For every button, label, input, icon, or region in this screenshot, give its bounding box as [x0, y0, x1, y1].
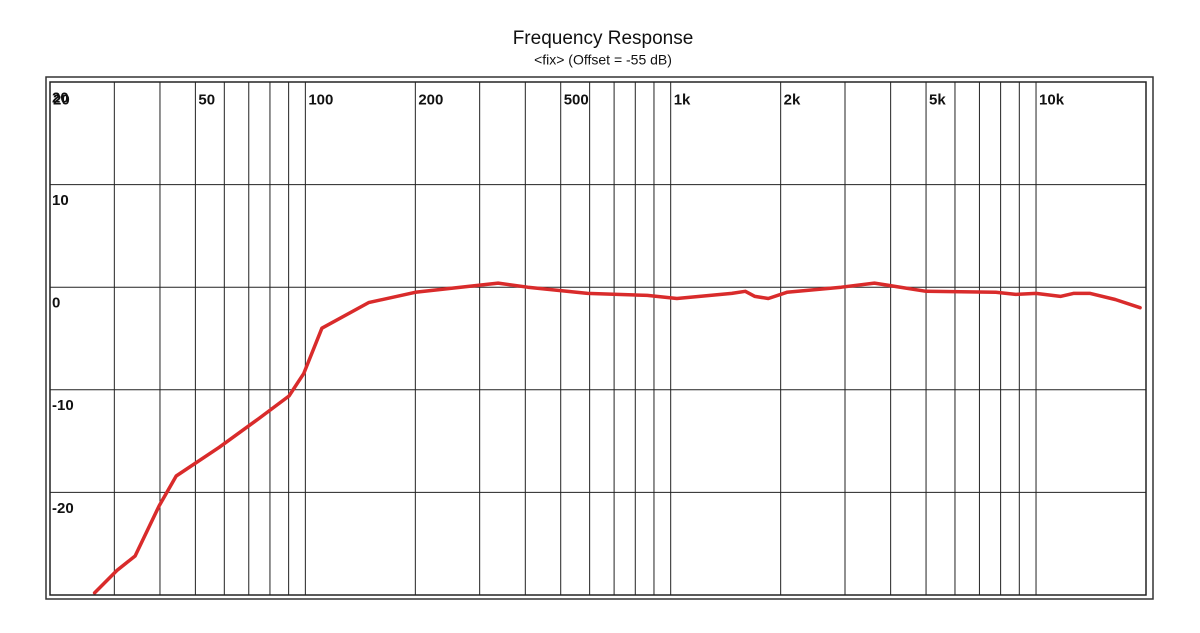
y-tick-label: -20 — [52, 500, 74, 517]
x-tick-label: 50 — [198, 91, 215, 108]
x-tick-label: 100 — [308, 91, 333, 108]
x-tick-label: 500 — [564, 91, 589, 108]
y-tick-label: -10 — [52, 397, 74, 414]
x-tick-label: 1k — [674, 91, 691, 108]
x-tick-label: 20 — [53, 91, 70, 108]
y-tick-label: 10 — [52, 192, 69, 209]
chart-title: Frequency Response — [513, 28, 694, 49]
x-tick-label: 10k — [1039, 91, 1065, 108]
plot — [92, 281, 1142, 595]
outer-frame — [45, 76, 1154, 600]
x-tick-label: 2k — [784, 91, 801, 108]
chart-subtitle: <fix> (Offset = -55 dB) — [534, 51, 672, 67]
y-tick-label: 0 — [52, 295, 60, 312]
plot-frame — [49, 81, 1147, 596]
y-tick-label: 20 — [52, 89, 69, 106]
response-line — [92, 281, 1142, 595]
x-tick-label: 5k — [929, 91, 946, 108]
x-tick-label: 200 — [418, 91, 443, 108]
